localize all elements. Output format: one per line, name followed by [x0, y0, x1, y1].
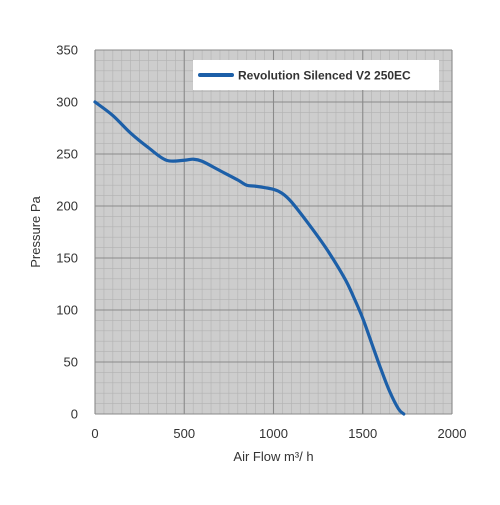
y-axis-label: Pressure Pa	[28, 195, 43, 267]
major-grid	[94, 49, 453, 415]
y-tick-labels: 0 50 100 150 200 250 300 350	[56, 43, 78, 422]
legend: Revolution Silenced V2 250EC	[193, 60, 439, 90]
y-tick-label: 200	[56, 199, 78, 214]
x-axis-label: Air Flow m³/ h	[233, 449, 313, 464]
y-tick-label: 300	[56, 95, 78, 110]
x-tick-label: 2000	[438, 426, 467, 441]
legend-label: Revolution Silenced V2 250EC	[238, 69, 411, 83]
y-tick-label: 0	[71, 407, 78, 422]
y-tick-label: 150	[56, 251, 78, 266]
x-tick-label: 500	[173, 426, 195, 441]
series-layer	[93, 100, 406, 416]
series-line-0	[93, 100, 406, 416]
y-tick-label: 350	[56, 43, 78, 58]
y-tick-label: 250	[56, 147, 78, 162]
y-tick-label: 50	[64, 355, 78, 370]
x-tick-labels: 0 500 1000 1500 2000	[91, 426, 466, 441]
x-tick-label: 1500	[348, 426, 377, 441]
y-tick-label: 100	[56, 303, 78, 318]
x-tick-label: 0	[91, 426, 98, 441]
x-tick-label: 1000	[259, 426, 288, 441]
